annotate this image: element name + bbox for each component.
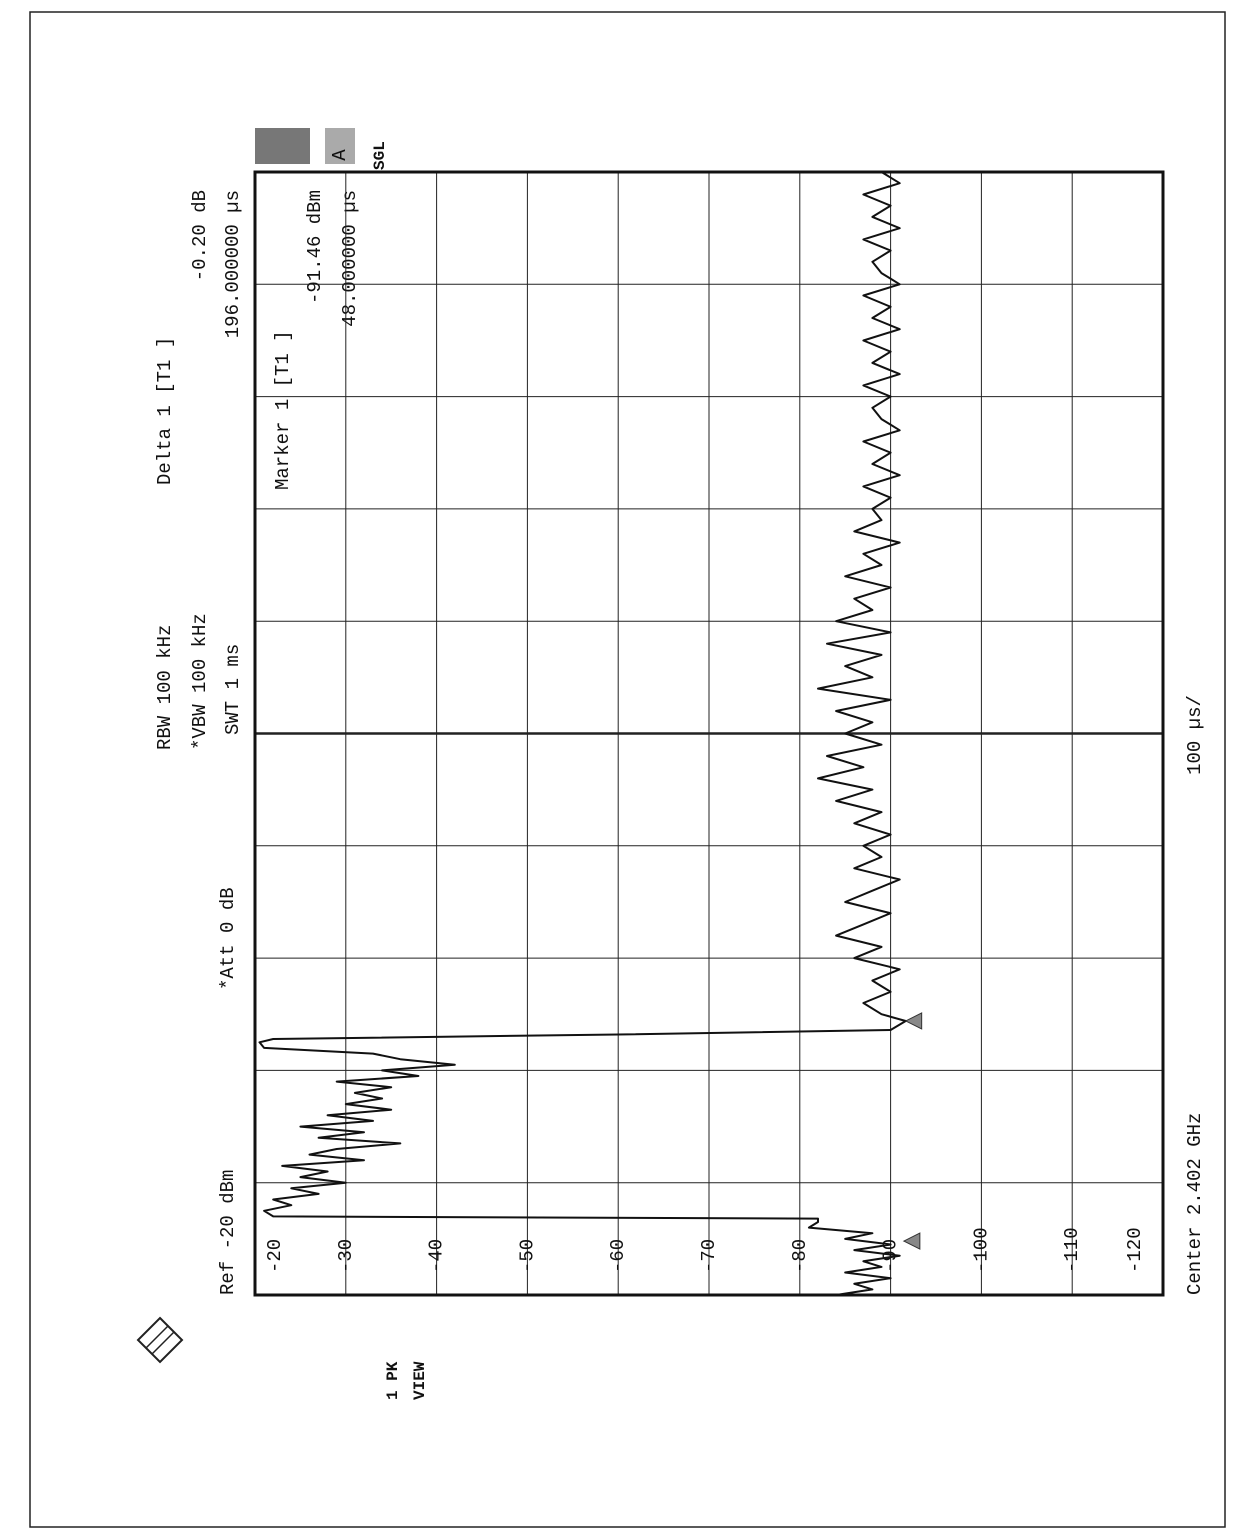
chart: A SGL 1 PK VIEW Ref -20 dBm *Att 0 dB RB… bbox=[154, 141, 1206, 1400]
logo bbox=[136, 1316, 184, 1364]
delta-marker bbox=[904, 1012, 923, 1030]
status-box-label: A bbox=[329, 149, 351, 161]
page-border bbox=[29, 11, 1226, 1528]
y-tick-label: -100 bbox=[970, 1227, 992, 1273]
trace bbox=[258, 171, 907, 1296]
status-box bbox=[325, 128, 355, 164]
marker-label: Delta 1 [T1 ] bbox=[154, 337, 176, 485]
mode-label: SGL bbox=[371, 141, 389, 170]
y-tick-label: -20 bbox=[264, 1239, 286, 1273]
att-label: *Att 0 dB bbox=[217, 887, 239, 990]
y-tick-label: -60 bbox=[607, 1239, 629, 1273]
marker-value: -91.46 dBm bbox=[304, 190, 326, 304]
marker-value: -0.20 dB bbox=[189, 190, 211, 281]
y-tick-label: -70 bbox=[698, 1239, 720, 1273]
marker-label: Marker 1 [T1 ] bbox=[272, 330, 294, 490]
marker-x: 196.000000 µs bbox=[222, 190, 244, 338]
ref-label: Ref -20 dBm bbox=[217, 1170, 239, 1295]
plot-frame bbox=[253, 170, 1165, 1297]
y-tick-label: -90 bbox=[880, 1239, 902, 1273]
view-label: VIEW bbox=[411, 1361, 429, 1400]
y-tick-label: -120 bbox=[1124, 1227, 1146, 1273]
status-box bbox=[255, 128, 310, 164]
vbw-label: *VBW 100 kHz bbox=[189, 613, 211, 750]
center-label: Center 2.402 GHz bbox=[1184, 1113, 1206, 1295]
y-tick-label: -110 bbox=[1061, 1227, 1083, 1273]
rbw-label: RBW 100 kHz bbox=[154, 625, 176, 750]
y-tick-label: -40 bbox=[426, 1239, 448, 1273]
y-tick-label: -80 bbox=[789, 1239, 811, 1273]
y-tick-label: -30 bbox=[335, 1239, 357, 1273]
span-label: 100 µs/ bbox=[1184, 695, 1206, 775]
y-tick-label: -50 bbox=[516, 1239, 538, 1273]
trace-label: 1 PK bbox=[384, 1361, 402, 1400]
marker-x: 48.000000 µs bbox=[339, 190, 361, 327]
marker bbox=[902, 1232, 921, 1250]
swt-label: SWT 1 ms bbox=[222, 644, 244, 735]
